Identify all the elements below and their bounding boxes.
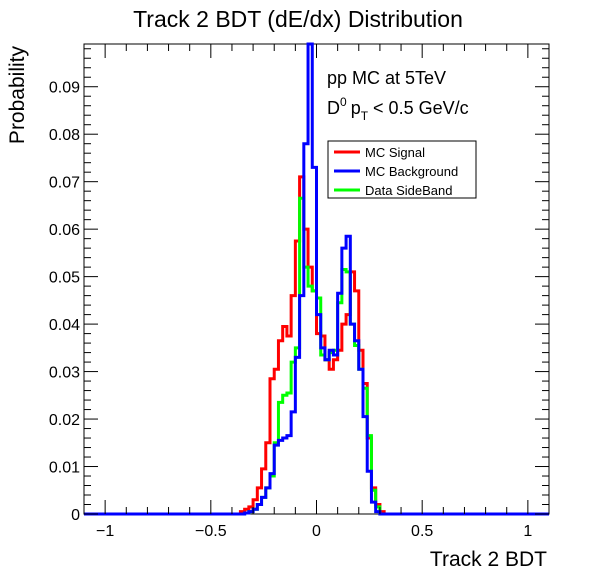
x-tick-label: 1	[523, 523, 532, 540]
x-axis-ticks: −1 −0.5 0 0.5 1	[83, 44, 550, 540]
y-tick-label: 0.09	[49, 80, 80, 97]
series-layer	[84, 42, 549, 516]
y-tick-label: 0.05	[49, 270, 80, 287]
annotation-rest: < 0.5 GeV/c	[368, 98, 469, 118]
x-tick-label: −1	[96, 523, 114, 540]
x-tick-label: 0.5	[411, 523, 433, 540]
x-tick-label: −0.5	[195, 523, 227, 540]
legend-label: Data SideBand	[365, 183, 452, 198]
annotation-line1: pp MC at 5TeV	[327, 68, 446, 88]
y-tick-label: 0.03	[49, 365, 80, 382]
chart-title: Track 2 BDT (dE/dx) Distribution	[133, 6, 463, 32]
y-tick-label: 0.01	[49, 460, 80, 477]
y-axis-ticks: 0 0.01 0.02 0.03 0.04 0.05 0.06 0.07 0.08 0.09	[49, 48, 549, 524]
y-tick-label: 0.04	[49, 317, 80, 334]
annotation-p: p	[351, 98, 361, 118]
legend-label: MC Background	[365, 164, 458, 179]
y-tick-label: 0.07	[49, 175, 80, 192]
annotation-d: D	[327, 98, 340, 118]
y-axis-label: Probability	[6, 46, 29, 145]
legend: MC Signal MC Background Data SideBand	[327, 140, 477, 199]
legend-label: MC Signal	[365, 145, 425, 160]
annotation-sup: 0	[340, 95, 347, 109]
y-tick-label: 0	[71, 507, 80, 524]
x-tick-label: 0	[312, 523, 321, 540]
series-line-mc-background	[84, 42, 549, 516]
series-line-mc-signal	[84, 175, 549, 516]
x-axis-label: Track 2 BDT	[430, 548, 547, 571]
annotation-line2: D0 pT < 0.5 GeV/c	[327, 95, 469, 123]
y-tick-label: 0.08	[49, 127, 80, 144]
legend-entries: MC Signal MC Background Data SideBand	[334, 145, 458, 198]
y-tick-label: 0.06	[49, 222, 80, 239]
annotation-sub: T	[361, 109, 369, 123]
y-tick-label: 0.02	[49, 412, 80, 429]
